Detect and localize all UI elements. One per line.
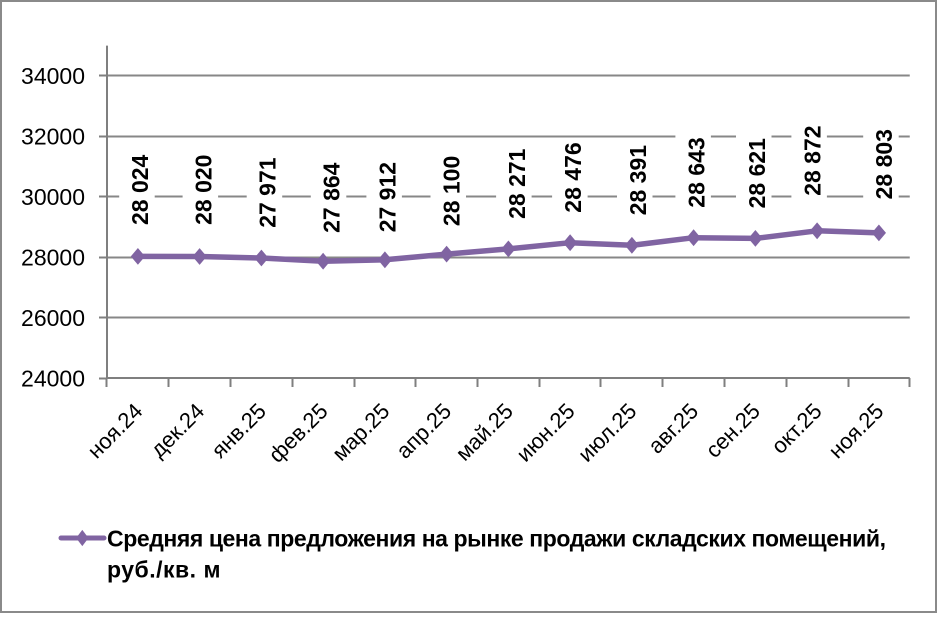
svg-text:26000: 26000	[21, 305, 85, 331]
svg-text:32000: 32000	[21, 124, 85, 150]
svg-text:28 020: 28 020	[191, 155, 217, 225]
svg-text:30000: 30000	[21, 184, 85, 210]
svg-text:34000: 34000	[21, 63, 85, 89]
svg-text:28 872: 28 872	[799, 125, 825, 195]
svg-text:28 100: 28 100	[438, 156, 464, 226]
svg-text:28 803: 28 803	[871, 129, 897, 199]
svg-text:28000: 28000	[21, 245, 85, 271]
svg-text:28 621: 28 621	[744, 138, 770, 209]
svg-text:24000: 24000	[21, 365, 85, 391]
svg-text:27 864: 27 864	[319, 162, 345, 233]
svg-text:28 476: 28 476	[560, 142, 586, 212]
svg-text:27 971: 27 971	[255, 157, 281, 228]
svg-text:27 912: 27 912	[374, 162, 400, 232]
svg-text:28 024: 28 024	[127, 154, 153, 225]
svg-text:28 271: 28 271	[504, 148, 530, 219]
svg-text:28 391: 28 391	[625, 145, 651, 216]
svg-text:руб./кв. м: руб./кв. м	[107, 557, 221, 583]
svg-text:Средняя цена предложения на ры: Средняя цена предложения на рынке продаж…	[107, 526, 886, 552]
svg-text:28 643: 28 643	[683, 137, 709, 207]
